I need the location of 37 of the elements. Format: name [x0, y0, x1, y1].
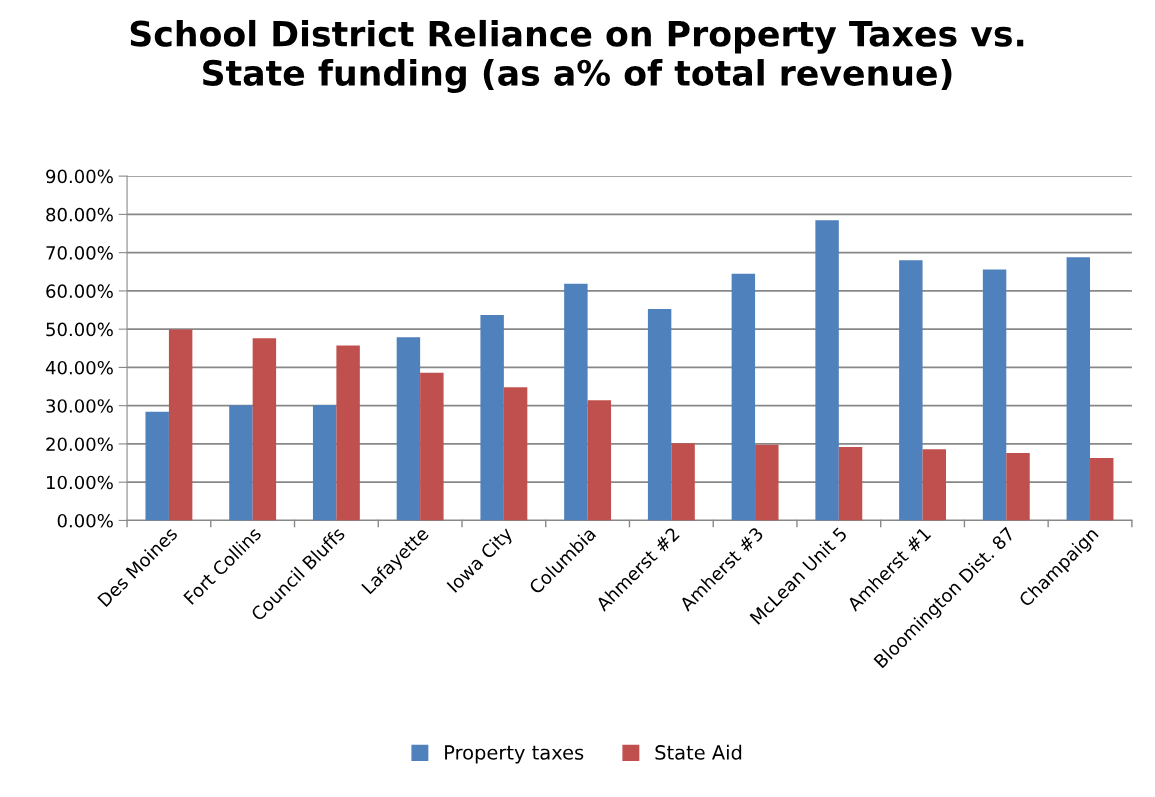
- bar: [252, 338, 277, 521]
- legend-label: Property taxes: [445, 745, 584, 764]
- bar: [899, 260, 923, 521]
- bar: [815, 220, 839, 521]
- bar: [671, 443, 695, 521]
- bar: [922, 449, 946, 521]
- bar: [647, 308, 672, 521]
- y-tick-label: 50.00%: [46, 322, 113, 337]
- bar: [145, 411, 169, 521]
- y-tick-label: 60.00%: [46, 284, 113, 299]
- bar: [168, 329, 193, 521]
- bar: [420, 372, 444, 521]
- bar: [564, 283, 588, 521]
- y-tick-label: 30.00%: [46, 399, 113, 413]
- y-tick-label: 0.00%: [57, 513, 113, 528]
- legend-label: State Aid: [655, 744, 742, 760]
- bar: [312, 404, 337, 521]
- bar: [731, 273, 756, 521]
- bar: [480, 315, 504, 521]
- bar: [396, 337, 421, 521]
- bar: [755, 444, 779, 521]
- y-tick-label: 80.00%: [46, 207, 113, 222]
- y-tick-label: 70.00%: [46, 246, 113, 260]
- bar: [503, 387, 528, 521]
- bar: [587, 400, 612, 521]
- y-tick-label: 20.00%: [46, 437, 113, 452]
- bar: [838, 446, 863, 521]
- bar: [336, 345, 360, 521]
- y-tick-label: 90.00%: [46, 169, 113, 184]
- y-tick-label: 10.00%: [46, 475, 113, 490]
- bar: [982, 269, 1007, 521]
- bar: [1090, 458, 1114, 521]
- bar: [1006, 453, 1030, 521]
- bar: [229, 405, 253, 521]
- y-tick-label: 40.00%: [45, 360, 113, 375]
- bar: [1066, 257, 1091, 521]
- chart-title: School District Reliance on Property Taxes vs. State funding (as a% of total revenue): [130, 19, 1024, 93]
